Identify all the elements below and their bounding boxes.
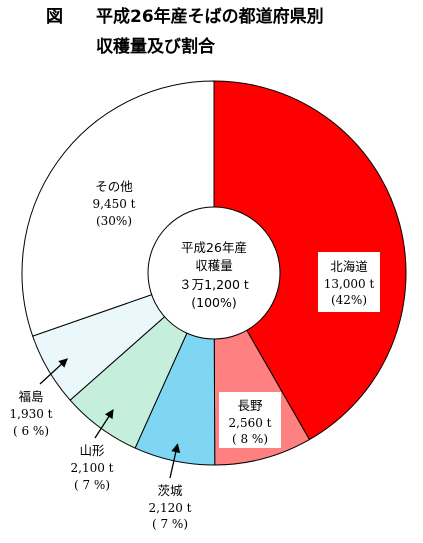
slice-name-fukushima: 福島 [18, 389, 43, 404]
slice-percent-hokkaido: (42%) [331, 293, 367, 307]
leader-arrow-ibaraki [169, 443, 181, 479]
label-box-nagano [219, 392, 281, 448]
slice-percent-nagano: ( 8 %) [232, 432, 268, 446]
slice-value-fukushima: 1,930 t [10, 407, 53, 421]
donut-hole [147, 206, 281, 340]
slice-name-ibaraki: 茨城 [157, 483, 183, 498]
center-label-total: ３万1,200 t [179, 277, 249, 292]
slice-value-hokkaido: 13,000 t [324, 277, 375, 291]
leader-arrow-yamagata [94, 409, 114, 439]
slice-value-other: 9,450 t [93, 197, 136, 211]
pie-slice-hokkaido [213, 80, 407, 441]
slice-percent-other: (30%) [96, 214, 132, 228]
chart-title-line2: 収穫量及び割合 [96, 36, 216, 57]
slice-name-hokkaido: 北海道 [330, 259, 368, 274]
slice-value-yamagata: 2,100 t [71, 461, 114, 475]
slice-percent-ibaraki: ( 7 %) [152, 517, 188, 531]
slice-percent-fukushima: ( 6 %) [13, 424, 49, 438]
title-prefix: 図 [46, 7, 63, 27]
slice-name-yamagata: 山形 [79, 443, 105, 458]
label-box-hokkaido [318, 252, 380, 312]
slice-name-other: その他 [95, 179, 133, 194]
slice-percent-yamagata: ( 7 %) [74, 478, 110, 492]
chart-title-line1: 平成26年産そばの都道府県別 [96, 6, 324, 27]
slice-name-nagano: 長野 [237, 398, 263, 413]
slice-value-nagano: 2,560 t [229, 416, 272, 430]
center-label-year: 平成26年産 [181, 240, 247, 255]
center-label-percent: (100%) [191, 295, 237, 310]
slice-value-ibaraki: 2,120 t [149, 501, 192, 515]
leader-arrow-fukushima [39, 358, 68, 385]
center-label-title: 収穫量 [195, 258, 233, 273]
